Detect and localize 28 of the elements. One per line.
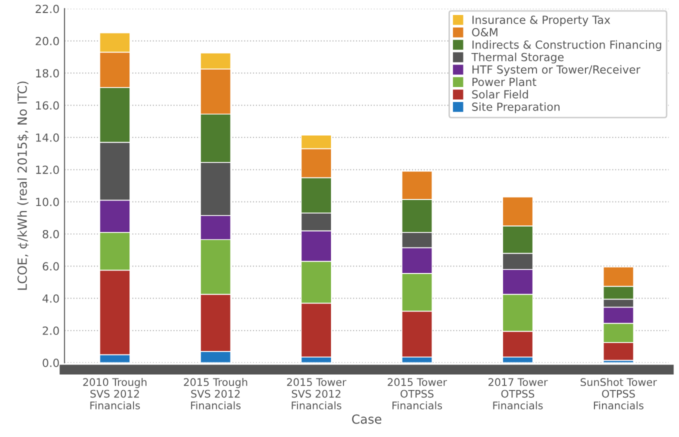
legend-label: Insurance & Property Tax (472, 16, 610, 26)
y-tick-label: 10.0 (36, 198, 59, 206)
y-tick-label: 20.0 (36, 36, 59, 46)
y-axis-title: LCOE, ¢/kWh (real 2015$, No ITC) (17, 82, 29, 290)
y-tick-label: 16.0 (36, 101, 59, 110)
legend-label: Thermal Storage (471, 52, 564, 64)
y-tick-label: 22.0 (36, 4, 59, 14)
legend-label: Indirects & Construction Financing (472, 40, 662, 51)
x-tick-label: 2015 Tower OTPSS Financials (388, 378, 448, 410)
y-tick-label: 12.0 (36, 166, 59, 174)
x-tick-label: SunShot Tower OTPSS Financials (580, 378, 657, 410)
legend-label: HTF System or Tower/Receiver (472, 65, 640, 76)
y-tick-label: 14.0 (36, 133, 59, 142)
x-tick-label: 2017 Tower OTPSS Financials (488, 378, 548, 410)
legend-label: Power Plant (472, 78, 536, 86)
legend-label: Site Preparation (472, 102, 560, 114)
y-tick-label: 18.0 (36, 69, 59, 78)
y-tick-label: 8.0 (42, 230, 59, 238)
x-tick-label: 2015 Tower SVS 2012 Financials (287, 378, 346, 410)
y-tick-label: 4.0 (42, 294, 59, 303)
x-axis-title: Case (352, 414, 382, 424)
y-tick-label: 0.0 (42, 358, 59, 368)
y-tick-label: 2.0 (42, 326, 59, 335)
x-tick-label: 2010 Trough SVS 2012 Financials (83, 378, 146, 410)
legend-label: Solar Field (472, 90, 528, 99)
y-tick-label: 6.0 (42, 262, 59, 271)
x-tick-label: 2015 Trough SVS 2012 Financials (184, 378, 248, 410)
legend-label: O&M (472, 28, 498, 36)
